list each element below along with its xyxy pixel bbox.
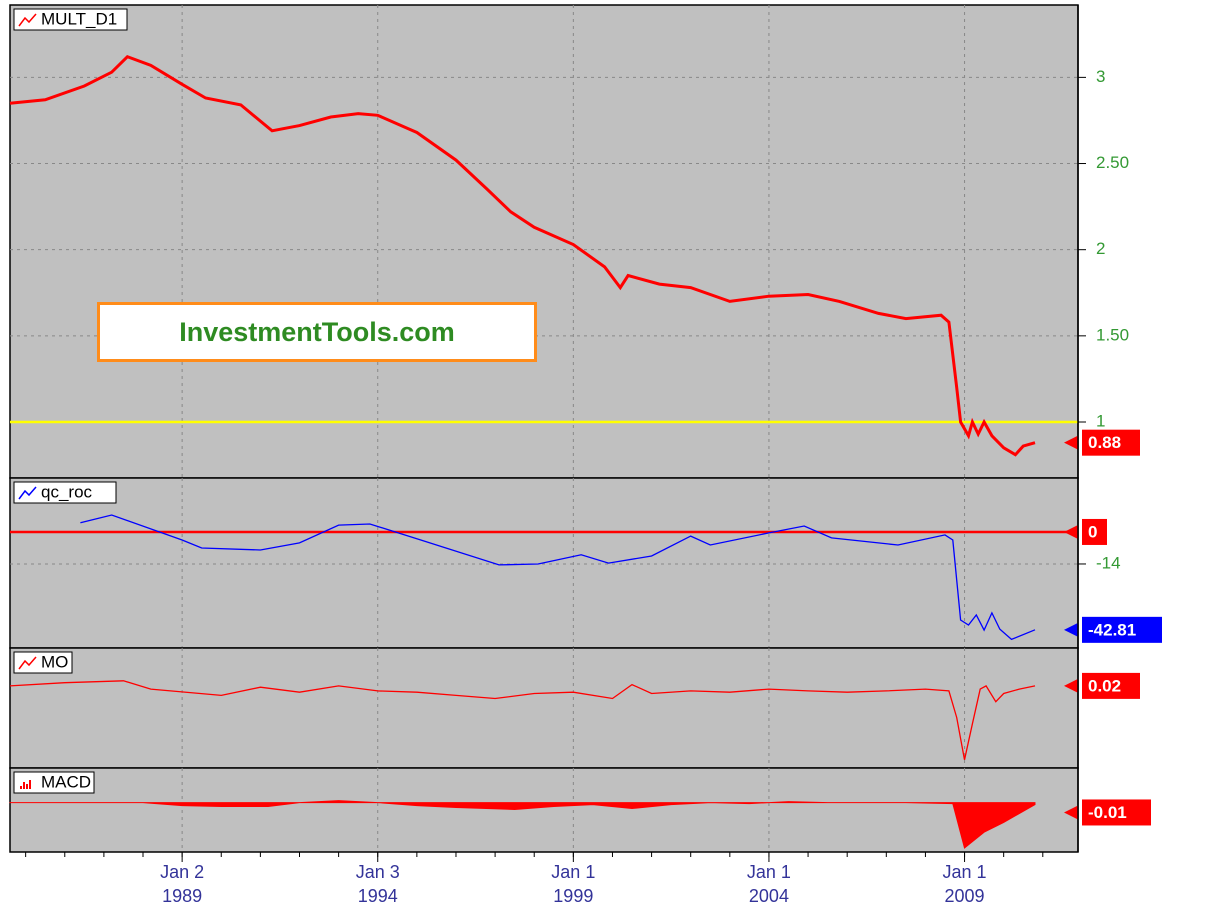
area [9, 800, 1036, 849]
x-tick-label: Jan 2 1989 [160, 862, 205, 906]
y-tick-label: 2.50 [1096, 153, 1129, 172]
y-tick-label: 1 [1096, 411, 1105, 430]
line [80, 514, 1036, 641]
value-tag-label: -0.01 [1088, 803, 1127, 822]
legend-box [13, 8, 128, 31]
value-tag [1082, 429, 1140, 456]
legend-label: MO [41, 652, 68, 671]
legend-label: MACD [41, 772, 91, 791]
legend-label: MULT_D1 [41, 9, 117, 28]
y-tick-label: -14 [1096, 553, 1121, 572]
value-tag-arrow [1064, 678, 1078, 693]
y-tick-label: 2 [1096, 239, 1105, 258]
value-tag-arrow [1064, 435, 1078, 450]
legend-icon [18, 656, 37, 670]
x-tick-label: Jan 1 1999 [551, 862, 596, 906]
legend-icon [20, 786, 22, 789]
value-tag-arrow [1064, 622, 1078, 637]
x-tick-label: Jan 3 1994 [355, 862, 400, 906]
line [9, 680, 1036, 760]
value-tag [1082, 672, 1140, 699]
panel-bg [9, 767, 1079, 853]
legend-icon [18, 486, 37, 500]
y-tick-label: 3 [1096, 67, 1105, 86]
value-tag [1082, 518, 1107, 545]
value-tag-label: 0 [1088, 522, 1097, 541]
legend-box [13, 771, 95, 794]
legend-icon [26, 784, 28, 789]
legend-box [13, 481, 117, 504]
value-tag-arrow [1064, 805, 1078, 820]
watermark: InvestmentTools.com [97, 302, 537, 362]
line [9, 54, 1036, 457]
legend-label: qc_roc [41, 482, 93, 501]
panel-bg [9, 4, 1079, 479]
value-tag-label: 0.02 [1088, 676, 1121, 695]
legend-icon [29, 780, 31, 789]
value-tag [1082, 616, 1162, 643]
value-tag-label: 0.88 [1088, 433, 1121, 452]
panel-bg [9, 647, 1079, 769]
legend-icon [23, 782, 25, 789]
value-tag [1082, 799, 1151, 826]
legend-box [13, 651, 73, 674]
value-tag-arrow [1064, 524, 1078, 539]
legend-icon [18, 13, 37, 27]
y-tick-label: 1.50 [1096, 325, 1129, 344]
value-tag-label: -42.81 [1088, 620, 1136, 639]
x-tick-label: Jan 1 2009 [942, 862, 987, 906]
x-tick-label: Jan 1 2004 [746, 862, 791, 906]
